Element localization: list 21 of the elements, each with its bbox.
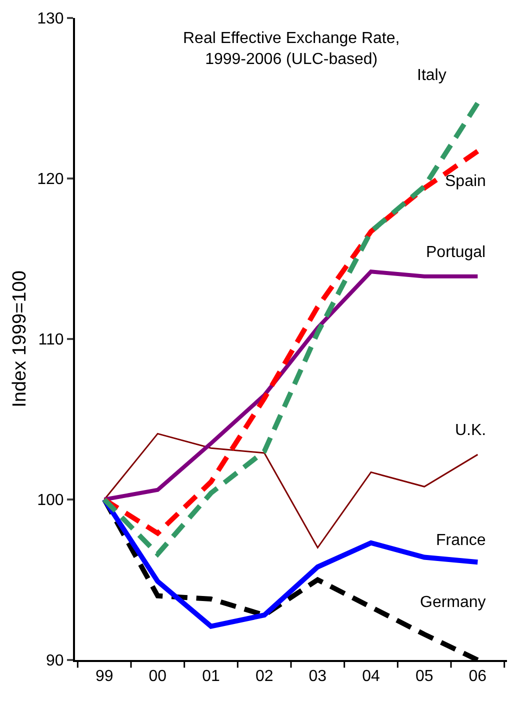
y-axis-title: Index 1999=100 [9, 270, 30, 408]
series-label: Germany [420, 594, 486, 611]
x-tick-label: 05 [415, 668, 434, 686]
x-tick-label: 00 [148, 668, 167, 686]
x-tick-label: 99 [95, 668, 114, 686]
x-tick-label: 02 [255, 668, 274, 686]
y-tick-label: 90 [46, 652, 64, 670]
series-label: U.K. [455, 422, 486, 439]
y-tick-label: 120 [37, 171, 64, 188]
y-tick-label: 130 [37, 10, 64, 28]
x-tick-label: 06 [468, 668, 487, 686]
series-label: Spain [445, 173, 486, 190]
y-tick-label: 110 [38, 332, 64, 349]
x-tick-label: 03 [308, 668, 327, 686]
series-label: Portugal [426, 244, 486, 261]
text: Italy [417, 67, 446, 84]
series-label: France [436, 532, 486, 549]
x-tick-label: 01 [202, 668, 220, 686]
text: Real Effective Exchange Rate, 1999-2006 (ULC-based) [183, 30, 400, 68]
x-tick-label: 04 [362, 668, 380, 686]
y-tick-label: 100 [37, 492, 64, 510]
